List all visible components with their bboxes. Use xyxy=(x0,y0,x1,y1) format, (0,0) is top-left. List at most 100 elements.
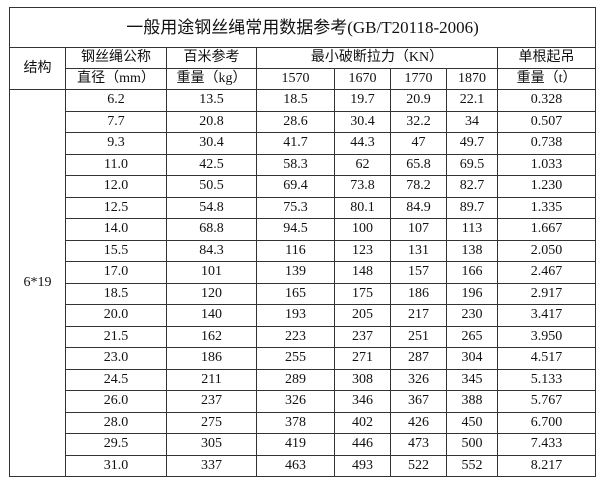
table-cell: 326 xyxy=(390,368,447,391)
table-row: 11.0 42.5 58.3 62 65.8 69.5 1.033 xyxy=(10,153,597,176)
table-cell: 69.4 xyxy=(256,175,335,198)
table-cell: 346 xyxy=(334,390,391,413)
table-cell: 78.2 xyxy=(390,175,447,198)
table-cell: 337 xyxy=(166,454,257,477)
header-lift-weight-unit: 重量（t） xyxy=(496,68,597,90)
table-cell: 2.917 xyxy=(496,282,597,305)
table-cell: 75.3 xyxy=(256,196,335,219)
table-cell: 28.0 xyxy=(65,411,167,434)
table-cell: 7.7 xyxy=(65,110,167,133)
table-cell: 305 xyxy=(166,433,257,456)
table-cell: 4.517 xyxy=(496,347,597,370)
wire-rope-data-table: 一般用途钢丝绳常用数据参考(GB/T20118-2006) 结构 钢丝绳公称 百… xyxy=(8,7,597,477)
table-row: 24.5 211 289 308 326 345 5.133 xyxy=(10,368,597,391)
table-cell: 94.5 xyxy=(256,218,335,241)
table-cell: 62 xyxy=(334,153,391,176)
header-diameter: 钢丝绳公称 xyxy=(65,47,167,69)
table-cell: 367 xyxy=(390,390,447,413)
table-cell: 1.667 xyxy=(496,218,597,241)
table-cell: 12.5 xyxy=(65,196,167,219)
table-cell: 419 xyxy=(256,433,335,456)
table-cell: 157 xyxy=(390,261,447,284)
header-grade: 1570 xyxy=(256,68,335,90)
table-cell: 17.0 xyxy=(65,261,167,284)
header-breaking-force: 最小破断拉力（KN） xyxy=(256,47,498,69)
table-cell: 5.767 xyxy=(496,390,597,413)
table-cell: 5.133 xyxy=(496,368,597,391)
table-cell: 120 xyxy=(166,282,257,305)
table-cell: 68.8 xyxy=(166,218,257,241)
table-cell: 345 xyxy=(446,368,498,391)
table-row: 21.5 162 223 237 251 265 3.950 xyxy=(10,325,597,348)
table-cell: 304 xyxy=(446,347,498,370)
table-row: 23.0 186 255 271 287 304 4.517 xyxy=(10,347,597,370)
table-cell: 166 xyxy=(446,261,498,284)
table-cell: 11.0 xyxy=(65,153,167,176)
table-cell: 473 xyxy=(390,433,447,456)
table-row: 28.0 275 378 402 426 450 6.700 xyxy=(10,411,597,434)
table-cell: 26.0 xyxy=(65,390,167,413)
table-cell: 22.1 xyxy=(446,89,498,112)
table-row: 20.0 140 193 205 217 230 3.417 xyxy=(10,304,597,327)
table-cell: 100 xyxy=(334,218,391,241)
table-cell: 6.700 xyxy=(496,411,597,434)
table-cell: 138 xyxy=(446,239,498,262)
table-cell: 196 xyxy=(446,282,498,305)
table-cell: 116 xyxy=(256,239,335,262)
table-cell: 289 xyxy=(256,368,335,391)
table-cell: 402 xyxy=(334,411,391,434)
table-cell: 44.3 xyxy=(334,132,391,155)
table-cell: 29.5 xyxy=(65,433,167,456)
table-row: 31.0 337 463 493 522 552 8.217 xyxy=(10,454,597,477)
table-row: 26.0 237 326 346 367 388 5.767 xyxy=(10,390,597,413)
table-cell: 15.5 xyxy=(65,239,167,262)
table-cell: 237 xyxy=(166,390,257,413)
table-cell: 107 xyxy=(390,218,447,241)
table-cell: 446 xyxy=(334,433,391,456)
table-cell: 162 xyxy=(166,325,257,348)
table-cell: 41.7 xyxy=(256,132,335,155)
table-cell: 49.7 xyxy=(446,132,498,155)
table-cell: 69.5 xyxy=(446,153,498,176)
table-cell: 20.9 xyxy=(390,89,447,112)
header-grade: 1870 xyxy=(446,68,498,90)
table-cell: 1.335 xyxy=(496,196,597,219)
table-cell: 32.2 xyxy=(390,110,447,133)
table-cell: 165 xyxy=(256,282,335,305)
table-cell: 139 xyxy=(256,261,335,284)
table-row: 9.3 30.4 41.7 44.3 47 49.7 0.738 xyxy=(10,132,597,155)
table-row: 29.5 305 419 446 473 500 7.433 xyxy=(10,433,597,456)
table-cell: 223 xyxy=(256,325,335,348)
header-weight-unit: 重量（kg） xyxy=(166,68,257,90)
table-cell: 500 xyxy=(446,433,498,456)
table-cell: 82.7 xyxy=(446,175,498,198)
table-cell: 186 xyxy=(166,347,257,370)
table-cell: 131 xyxy=(390,239,447,262)
table-cell: 21.5 xyxy=(65,325,167,348)
table-cell: 463 xyxy=(256,454,335,477)
table-cell: 1.033 xyxy=(496,153,597,176)
table-cell: 378 xyxy=(256,411,335,434)
table-cell: 493 xyxy=(334,454,391,477)
table-cell: 23.0 xyxy=(65,347,167,370)
table-cell: 73.8 xyxy=(334,175,391,198)
table-cell: 6.2 xyxy=(65,89,167,112)
table-cell: 7.433 xyxy=(496,433,597,456)
table-cell: 30.4 xyxy=(334,110,391,133)
table-row: 15.5 84.3 116 123 131 138 2.050 xyxy=(10,239,597,262)
table-cell: 255 xyxy=(256,347,335,370)
table-cell: 84.3 xyxy=(166,239,257,262)
table-cell: 175 xyxy=(334,282,391,305)
table-cell: 237 xyxy=(334,325,391,348)
table-cell: 89.7 xyxy=(446,196,498,219)
table-cell: 522 xyxy=(390,454,447,477)
table-cell: 552 xyxy=(446,454,498,477)
table-cell: 20.0 xyxy=(65,304,167,327)
header-structure: 结构 xyxy=(9,47,66,90)
table-cell: 2.050 xyxy=(496,239,597,262)
table-cell: 230 xyxy=(446,304,498,327)
table-cell: 113 xyxy=(446,218,498,241)
table-cell: 13.5 xyxy=(166,89,257,112)
header-grade: 1670 xyxy=(334,68,391,90)
table-cell: 251 xyxy=(390,325,447,348)
